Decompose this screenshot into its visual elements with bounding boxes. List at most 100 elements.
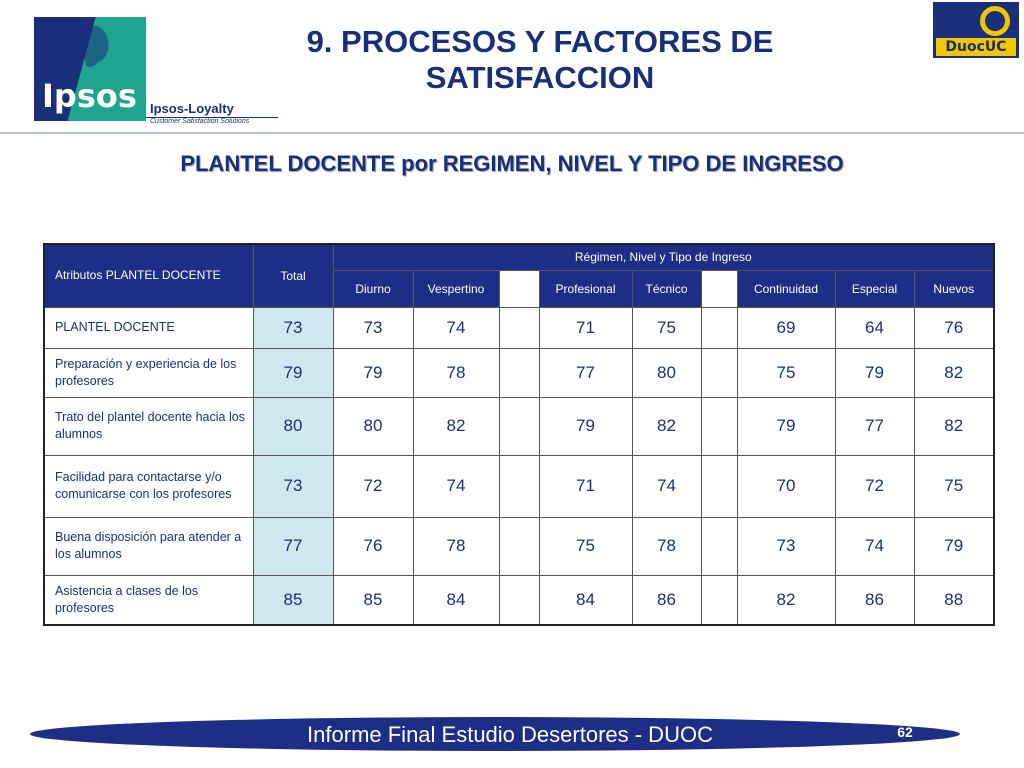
- column-spacer: [700, 396, 738, 456]
- table-row: Trato del plantel docente hacia los alum…: [43, 396, 995, 456]
- column-spacer: [700, 574, 738, 626]
- value-cell: 76: [332, 516, 414, 576]
- value-cell: 75: [736, 347, 836, 398]
- row-label: Buena disposición para atender a los alu…: [43, 516, 254, 576]
- value-cell: 75: [538, 516, 633, 576]
- value-cell: 77: [538, 347, 633, 398]
- total-cell: 85: [252, 574, 334, 626]
- loyalty-name: Ipsos-Loyalty: [150, 101, 234, 116]
- table-row: Preparación y experiencia de los profeso…: [43, 347, 995, 398]
- value-cell: 79: [736, 396, 836, 456]
- footer-text: Informe Final Estudio Desertores - DUOC: [307, 722, 713, 747]
- value-cell: 76: [913, 306, 995, 349]
- value-cell: 73: [332, 306, 414, 349]
- table-row: PLANTEL DOCENTE 73 73 74 71 75 69 64 76: [43, 306, 995, 349]
- value-cell: 74: [412, 454, 500, 518]
- row-label: Asistencia a clases de los profesores: [43, 574, 254, 626]
- value-cell: 85: [332, 574, 414, 626]
- value-cell: 80: [332, 396, 414, 456]
- value-cell: 70: [736, 454, 836, 518]
- value-cell: 86: [834, 574, 915, 626]
- value-cell: 75: [913, 454, 995, 518]
- footer-band: [30, 717, 960, 751]
- value-cell: 78: [412, 516, 500, 576]
- column-spacer: [700, 269, 738, 308]
- face-silhouette-icon: [78, 26, 109, 67]
- col-header-continuidad: Continuidad: [736, 269, 836, 308]
- row-label: Facilidad para contactarse y/o comunicar…: [43, 454, 254, 518]
- total-cell: 77: [252, 516, 334, 576]
- total-header: Total: [252, 243, 334, 308]
- value-cell: 72: [332, 454, 414, 518]
- value-cell: 80: [631, 347, 702, 398]
- loyalty-branding: Ipsos-Loyalty Customer Satisfaction Solu…: [146, 102, 278, 125]
- page-title-line2: SATISFACCION: [425, 60, 655, 95]
- header-divider: [0, 132, 1024, 134]
- crest-icon: [980, 6, 1010, 36]
- value-cell: 77: [834, 396, 915, 456]
- value-cell: 88: [913, 574, 995, 626]
- value-cell: 82: [913, 347, 995, 398]
- loyalty-tagline: Customer Satisfaction Solutions: [150, 118, 250, 125]
- value-cell: 74: [412, 306, 500, 349]
- duoc-logo: DuocUC: [933, 2, 1019, 58]
- total-cell: 73: [252, 454, 334, 518]
- column-spacer: [700, 306, 738, 349]
- value-cell: 82: [412, 396, 500, 456]
- page-number: 62: [897, 724, 913, 740]
- ipsos-logo: Ipsos: [34, 17, 146, 121]
- total-cell: 73: [252, 306, 334, 349]
- value-cell: 78: [631, 516, 702, 576]
- attr-header: Atributos PLANTEL DOCENTE: [43, 243, 254, 308]
- value-cell: 72: [834, 454, 915, 518]
- value-cell: 82: [631, 396, 702, 456]
- loyalty-divider: [146, 117, 278, 118]
- value-cell: 69: [736, 306, 836, 349]
- value-cell: 79: [538, 396, 633, 456]
- col-header-diurno: Diurno: [332, 269, 414, 308]
- value-cell: 74: [834, 516, 915, 576]
- table-row: Facilidad para contactarse y/o comunicar…: [43, 454, 995, 518]
- value-cell: 82: [736, 574, 836, 626]
- col-header-profesional: Profesional: [538, 269, 633, 308]
- column-spacer: [700, 516, 738, 576]
- value-cell: 75: [631, 306, 702, 349]
- section-subtitle: PLANTEL DOCENTE por REGIMEN, NIVEL Y TIP…: [180, 151, 844, 176]
- group-header: Régimen, Nivel y Tipo de Ingreso: [332, 243, 995, 271]
- value-cell: 82: [913, 396, 995, 456]
- column-spacer: [498, 516, 540, 576]
- satisfaction-table: Atributos PLANTEL DOCENTE Total Régimen,…: [43, 243, 995, 626]
- total-cell: 79: [252, 347, 334, 398]
- value-cell: 64: [834, 306, 915, 349]
- value-cell: 71: [538, 306, 633, 349]
- column-spacer: [498, 269, 540, 308]
- page-title: 9. PROCESOS Y FACTORES DE SATISFACCION: [250, 24, 830, 96]
- value-cell: 86: [631, 574, 702, 626]
- column-spacer: [498, 454, 540, 518]
- column-spacer: [498, 574, 540, 626]
- column-spacer: [498, 396, 540, 456]
- value-cell: 84: [412, 574, 500, 626]
- value-cell: 71: [538, 454, 633, 518]
- column-spacer: [498, 347, 540, 398]
- value-cell: 78: [412, 347, 500, 398]
- col-header-vespertino: Vespertino: [412, 269, 500, 308]
- col-header-tecnico: Técnico: [631, 269, 702, 308]
- value-cell: 84: [538, 574, 633, 626]
- row-label: PLANTEL DOCENTE: [43, 306, 254, 349]
- page-title-line1: 9. PROCESOS Y FACTORES DE: [306, 24, 774, 59]
- col-header-especial: Especial: [834, 269, 915, 308]
- table-row: Buena disposición para atender a los alu…: [43, 516, 995, 576]
- value-cell: 74: [631, 454, 702, 518]
- row-label: Trato del plantel docente hacia los alum…: [43, 396, 254, 456]
- total-cell: 80: [252, 396, 334, 456]
- row-label: Preparación y experiencia de los profeso…: [43, 347, 254, 398]
- col-header-nuevos: Nuevos: [913, 269, 995, 308]
- column-spacer: [700, 454, 738, 518]
- column-spacer: [498, 306, 540, 349]
- value-cell: 79: [332, 347, 414, 398]
- ipsos-logo-text: Ipsos: [42, 77, 137, 115]
- value-cell: 79: [834, 347, 915, 398]
- column-spacer: [700, 347, 738, 398]
- value-cell: 73: [736, 516, 836, 576]
